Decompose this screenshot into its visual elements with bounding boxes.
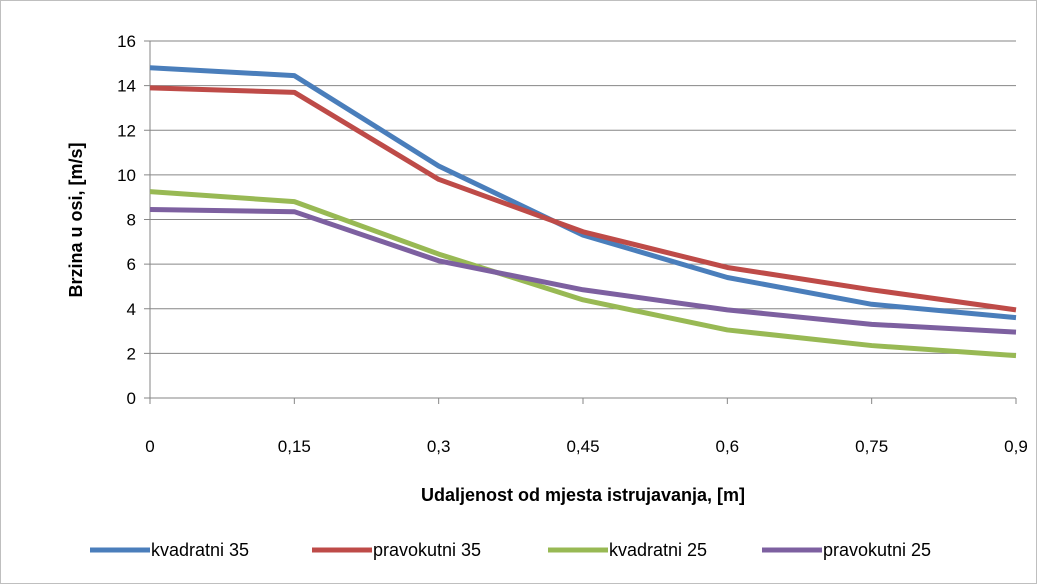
- y-tick-label: 2: [127, 344, 136, 363]
- y-tick-label: 4: [127, 300, 136, 319]
- y-tick-label: 6: [127, 255, 136, 274]
- series-line-3: [149, 189, 1017, 359]
- y-tick-label: 0: [127, 389, 136, 408]
- y-axis-ticks: 0 2 4 6 8 10 12 14 16: [117, 32, 150, 408]
- x-tick-label: 0: [145, 437, 154, 456]
- x-tick-label: 0,45: [566, 437, 599, 456]
- series-line-4: [149, 206, 1017, 335]
- legend-label: pravokutni 25: [823, 540, 931, 560]
- gridlines: [150, 40, 1016, 354]
- legend-label: pravokutni 35: [373, 540, 481, 560]
- x-axis-title: Udaljenost od mjesta istrujavanja, [m]: [421, 485, 745, 505]
- x-tick-label: 0,15: [278, 437, 311, 456]
- y-tick-label: 16: [117, 32, 136, 51]
- y-tick-label: 8: [127, 211, 136, 230]
- series-line-1: [149, 65, 1017, 321]
- series-line-2: [149, 85, 1017, 313]
- x-tick-label: 0,75: [855, 437, 888, 456]
- legend: kvadratni 35 pravokutni 35 kvadratni 25 pra…: [90, 540, 931, 560]
- y-tick-label: 10: [117, 166, 136, 185]
- y-tick-label: 12: [117, 121, 136, 140]
- y-tick-label: 14: [117, 77, 136, 96]
- x-axis-ticks: 0 0,15 0,3 0,45 0,6 0,75 0,9: [145, 398, 1028, 456]
- legend-label: kvadratni 25: [609, 540, 707, 560]
- y-axis-title: Brzina u osi, [m/s]: [66, 142, 86, 297]
- x-tick-label: 0,6: [716, 437, 740, 456]
- x-tick-label: 0,9: [1004, 437, 1028, 456]
- legend-label: kvadratni 35: [151, 540, 249, 560]
- series-lines: [149, 65, 1017, 359]
- x-tick-label: 0,3: [427, 437, 451, 456]
